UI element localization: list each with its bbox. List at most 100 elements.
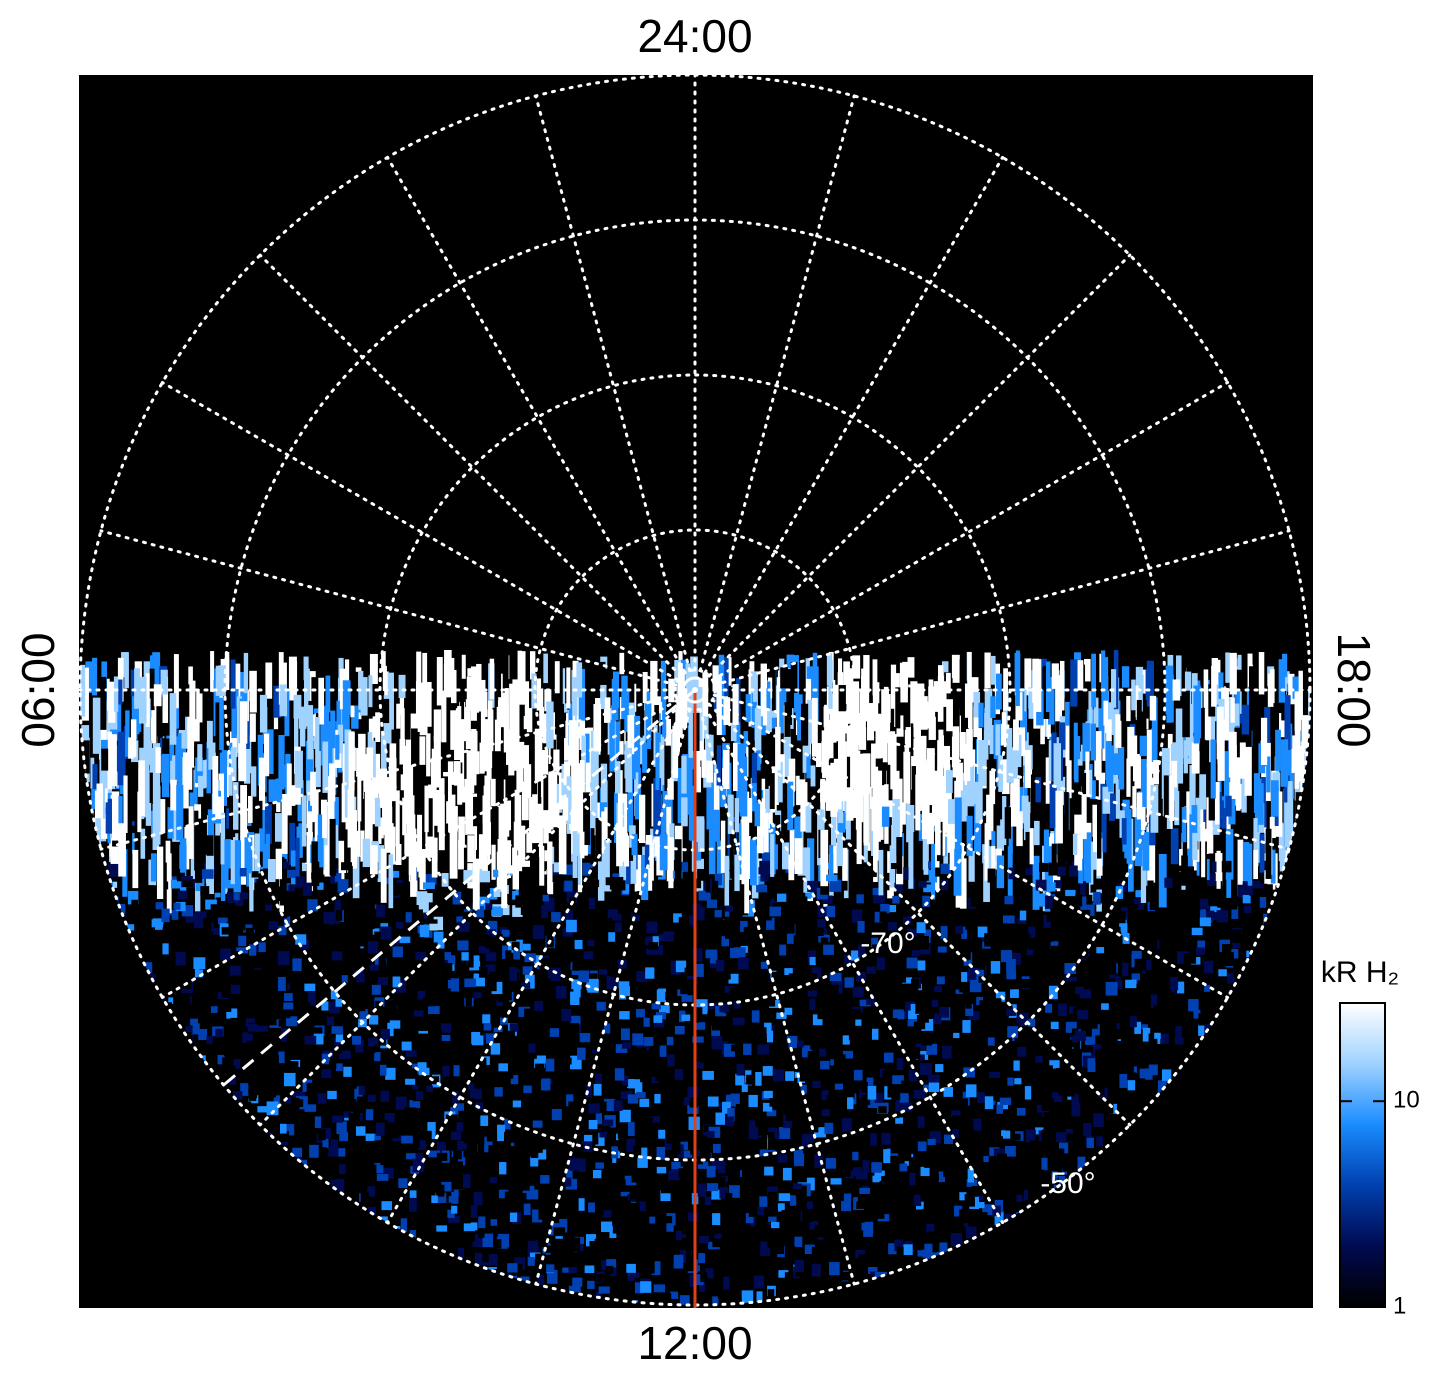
texture-cell bbox=[802, 1013, 813, 1027]
texture-cell bbox=[831, 1203, 839, 1214]
texture-cell bbox=[493, 1027, 503, 1034]
texture-cell bbox=[1150, 994, 1158, 1009]
texture-cell bbox=[769, 773, 775, 810]
texture-cell bbox=[1001, 759, 1010, 795]
texture-cell bbox=[482, 1252, 489, 1263]
texture-cell bbox=[787, 781, 794, 831]
texture-cell bbox=[359, 677, 368, 716]
texture-cell bbox=[670, 1291, 679, 1300]
texture-cell bbox=[1089, 1022, 1098, 1029]
texture-cell bbox=[939, 735, 944, 766]
texture-cell bbox=[258, 884, 266, 895]
texture-cell bbox=[150, 699, 157, 744]
texture-cell bbox=[1010, 989, 1019, 998]
texture-cell bbox=[550, 967, 561, 981]
texture-cell bbox=[1080, 1071, 1091, 1082]
texture-cell bbox=[1073, 1037, 1081, 1051]
texture-cell bbox=[734, 854, 740, 892]
texture-cell bbox=[359, 1009, 369, 1019]
texture-cell bbox=[972, 908, 985, 919]
texture-cell bbox=[1142, 1027, 1151, 1042]
texture-cell bbox=[777, 1154, 788, 1163]
texture-cell bbox=[314, 1116, 322, 1128]
texture-cell bbox=[531, 1151, 539, 1159]
texture-cell bbox=[1009, 952, 1021, 965]
texture-cell bbox=[940, 879, 949, 891]
texture-cell bbox=[436, 1225, 448, 1232]
texture-cell bbox=[568, 1285, 581, 1293]
texture-cell bbox=[819, 1048, 827, 1057]
texture-cell bbox=[1156, 940, 1166, 952]
texture-cell bbox=[699, 1279, 706, 1292]
texture-cell bbox=[712, 1295, 719, 1305]
texture-cell bbox=[288, 785, 296, 806]
texture-cell bbox=[489, 1177, 497, 1184]
texture-cell bbox=[265, 833, 270, 864]
texture-cell bbox=[655, 1137, 665, 1151]
texture-cell bbox=[461, 1218, 471, 1228]
texture-cell bbox=[1081, 786, 1087, 840]
texture-cell bbox=[966, 1179, 978, 1187]
texture-cell bbox=[540, 970, 549, 979]
texture-cell bbox=[578, 1158, 586, 1172]
texture-cell bbox=[1294, 751, 1299, 789]
texture-cell bbox=[424, 681, 432, 727]
texture-cell bbox=[663, 1138, 672, 1151]
texture-cell bbox=[342, 690, 350, 742]
texture-cell bbox=[635, 1262, 644, 1273]
texture-cell bbox=[291, 970, 303, 979]
texture-cell bbox=[722, 1101, 731, 1114]
texture-cell bbox=[701, 714, 709, 753]
texture-cell bbox=[285, 1097, 294, 1107]
texture-cell bbox=[436, 1152, 448, 1161]
texture-cell bbox=[1077, 1010, 1089, 1020]
texture-cell bbox=[321, 1069, 332, 1079]
texture-cell bbox=[721, 905, 733, 912]
texture-cell bbox=[754, 784, 761, 827]
texture-cell bbox=[441, 962, 453, 975]
texture-cell bbox=[769, 940, 782, 953]
texture-cell bbox=[321, 1128, 331, 1139]
texture-cell bbox=[263, 733, 270, 777]
texture-cell bbox=[1176, 928, 1187, 941]
texture-cell bbox=[301, 835, 307, 863]
texture-cell bbox=[612, 889, 622, 897]
texture-cell bbox=[471, 1031, 481, 1044]
texture-cell bbox=[1134, 1021, 1142, 1034]
texture-cell bbox=[1163, 901, 1174, 912]
texture-cell bbox=[1048, 1177, 1059, 1185]
texture-cell bbox=[878, 849, 884, 896]
texture-cell bbox=[1150, 784, 1159, 833]
texture-cell bbox=[888, 1213, 898, 1224]
texture-cell bbox=[858, 727, 867, 750]
texture-cell bbox=[328, 970, 337, 980]
texture-cell bbox=[1057, 1062, 1069, 1070]
texture-cell bbox=[809, 1235, 822, 1250]
texture-cell bbox=[563, 761, 570, 786]
texture-cell bbox=[1166, 1053, 1177, 1066]
texture-cell bbox=[482, 1076, 489, 1089]
texture-cell bbox=[899, 802, 906, 825]
texture-cell bbox=[344, 829, 351, 863]
texture-cell bbox=[544, 689, 552, 712]
texture-cell bbox=[692, 1036, 704, 1043]
texture-cell bbox=[853, 750, 861, 773]
texture-cell bbox=[962, 912, 970, 923]
texture-cell bbox=[530, 764, 538, 795]
texture-cell bbox=[325, 985, 332, 995]
texture-cell bbox=[615, 1044, 628, 1053]
texture-cell bbox=[411, 728, 418, 766]
texture-cell bbox=[930, 937, 938, 951]
texture-cell bbox=[340, 950, 350, 961]
texture-cell bbox=[1104, 939, 1112, 954]
texture-cell bbox=[376, 904, 386, 918]
texture-cell bbox=[1138, 1106, 1145, 1114]
texture-cell bbox=[785, 1111, 796, 1121]
texture-cell bbox=[350, 747, 356, 771]
texture-cell bbox=[239, 924, 246, 931]
texture-cell bbox=[1115, 779, 1120, 819]
texture-cell bbox=[587, 940, 595, 947]
texture-cell bbox=[407, 959, 415, 969]
texture-cell bbox=[872, 887, 884, 895]
texture-cell bbox=[326, 1099, 338, 1113]
